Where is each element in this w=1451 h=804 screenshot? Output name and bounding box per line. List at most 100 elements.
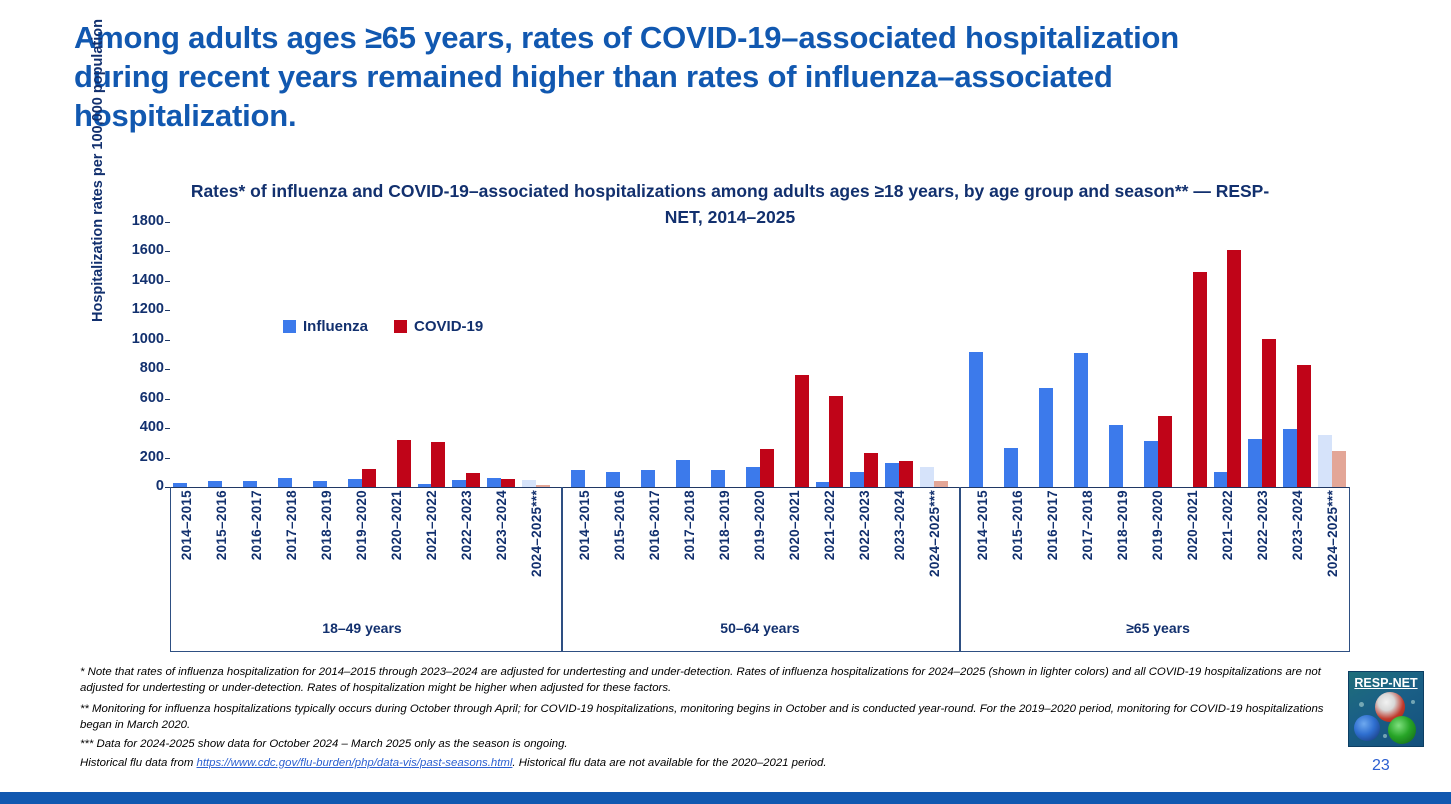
y-axis-tick-mark — [165, 339, 170, 341]
bar-influenza — [850, 471, 865, 487]
resp-net-logo-label: RESP-NET — [1354, 676, 1418, 690]
x-axis-tick-label: 2018–2019 — [717, 490, 733, 561]
bar-influenza — [1248, 439, 1263, 487]
bar-covid-19 — [361, 469, 376, 487]
x-axis-tick-label: 2015–2016 — [1010, 490, 1026, 561]
y-axis-tick-mark — [165, 398, 170, 400]
x-axis-tick-label: 2017–2018 — [1080, 490, 1096, 561]
x-axis-tick-label: 2018–2019 — [1115, 490, 1131, 561]
legend-label-influenza: Influenza — [303, 318, 369, 335]
bar-influenza — [1108, 425, 1123, 487]
bar-influenza — [312, 481, 327, 487]
x-axis-tick-label: 2024–2025*** — [528, 490, 544, 577]
x-axis-tick-label: 2020–2021 — [388, 490, 404, 561]
x-axis-tick-label: 2017–2018 — [284, 490, 300, 561]
bar-influenza — [969, 351, 984, 487]
footnote-2: ** Monitoring for influenza hospitalizat… — [80, 703, 1324, 732]
bar-influenza — [452, 480, 467, 487]
x-axis-tick-label: 2021–2022 — [821, 490, 837, 561]
footnote-source-prefix: Historical flu data from — [80, 756, 197, 769]
y-axis-tick-mark — [165, 280, 170, 282]
y-axis-tick-label: 1000 — [131, 330, 164, 347]
y-axis-tick-label: 400 — [139, 419, 164, 436]
x-axis-tick-label: 2021–2022 — [1219, 490, 1235, 561]
bar-influenza — [745, 466, 760, 487]
footnote-source: Historical flu data from https://www.cdc… — [80, 756, 1335, 772]
bar-covid-19 — [794, 375, 809, 487]
virus-icon-blue — [1354, 715, 1380, 741]
y-axis-tick-label: 200 — [139, 448, 164, 465]
bar-influenza — [675, 459, 690, 487]
bar-influenza — [1073, 352, 1088, 487]
virus-icon-green — [1388, 716, 1416, 744]
axis-frame — [170, 487, 1350, 652]
y-axis-tick-label: 1600 — [131, 242, 164, 259]
age-group-label: 18–49 years — [322, 620, 402, 636]
bar-covid-19 — [1262, 339, 1277, 487]
bar-covid-19 — [1297, 365, 1312, 487]
y-axis-tick-label: 0 — [155, 478, 164, 494]
x-axis-tick-label: 2023–2024 — [891, 490, 907, 561]
x-axis-tick-label: 2023–2024 — [1289, 490, 1305, 561]
bar-influenza — [640, 469, 655, 487]
y-axis-tick-mark — [165, 457, 170, 459]
group-separator — [561, 487, 563, 652]
y-axis-tick-mark — [165, 222, 170, 223]
y-axis-tick-label: 600 — [139, 389, 164, 406]
bar-influenza — [173, 482, 188, 487]
x-axis-tick-label: 2015–2016 — [612, 490, 628, 561]
bar-influenza — [920, 467, 935, 487]
bar-influenza — [417, 484, 432, 487]
x-axis-tick-label: 2018–2019 — [319, 490, 335, 561]
x-axis-tick-label: 2014–2015 — [179, 490, 195, 561]
bar-influenza — [277, 478, 292, 487]
bar-influenza — [208, 481, 222, 487]
resp-net-logo: RESP-NET — [1348, 671, 1424, 747]
x-axis-labels: 2014–2015 2015–2016 2016–2017 2017–2018 2018… — [170, 490, 1350, 610]
x-axis-tick-label: 2020–2021 — [1184, 490, 1200, 561]
bar-influenza — [1283, 428, 1298, 487]
group-separator — [959, 487, 961, 652]
bar-covid-19 — [431, 442, 446, 487]
bar-covid-19 — [501, 478, 516, 487]
legend-label-covid-19: COVID-19 — [414, 318, 484, 335]
x-axis-tick-label: 2020–2021 — [786, 490, 802, 561]
bar-influenza — [1038, 388, 1053, 487]
y-axis-tick-label: 800 — [139, 360, 164, 377]
y-axis-tick-label: 1800 — [131, 213, 164, 229]
cdc-flu-burden-link[interactable]: https://www.cdc.gov/flu-burden/php/data-… — [196, 756, 513, 769]
footnotes: * Note that rates of influenza hospitali… — [80, 665, 1335, 777]
page-title: Among adults ages ≥65 years, rates of CO… — [74, 20, 1179, 134]
bar-covid-19 — [1157, 416, 1172, 487]
y-axis-tick-mark — [165, 251, 170, 253]
x-axis-tick-label: 2024–2025*** — [1324, 490, 1340, 577]
bar-influenza — [487, 478, 502, 487]
footnote-3: *** Data for 2024-2025 show data for Oct… — [80, 737, 568, 750]
x-axis-line — [170, 487, 1350, 488]
x-axis-tick-label: 2022–2023 — [458, 490, 474, 561]
y-axis-tick-mark — [165, 310, 170, 312]
logo-dot — [1359, 702, 1364, 707]
bar-influenza — [885, 463, 900, 487]
bar-covid-19 — [829, 396, 844, 487]
x-axis-tick-label: 2019–2020 — [752, 490, 767, 561]
logo-dot — [1383, 734, 1387, 738]
x-axis-tick-label: 2019–2020 — [1150, 490, 1165, 561]
bar-covid-19 — [759, 448, 774, 487]
age-group-label: ≥65 years — [1126, 620, 1190, 636]
legend-swatch-covid-19 — [394, 320, 408, 333]
x-axis-tick-label: 2016–2017 — [647, 490, 663, 561]
bar-covid-19 — [1227, 249, 1242, 487]
chart-legend: Influenza COVID-19 — [283, 318, 483, 335]
age-group-label: 50–64 years — [720, 620, 800, 636]
chart-plot: Hospitalization rates per 100,000 popula… — [90, 19, 1350, 652]
legend-swatch-influenza — [283, 320, 296, 333]
legend-item-influenza: Influenza — [283, 318, 368, 335]
x-axis-tick-label: 2014–2015 — [975, 490, 991, 561]
footnote-source-suffix: . Historical flu data are not available … — [512, 756, 827, 769]
bar-covid-19 — [1332, 451, 1347, 487]
x-axis-tick-label: 2015–2016 — [214, 490, 230, 561]
bar-covid-19 — [466, 473, 481, 487]
bar-covid-19 — [396, 439, 411, 487]
